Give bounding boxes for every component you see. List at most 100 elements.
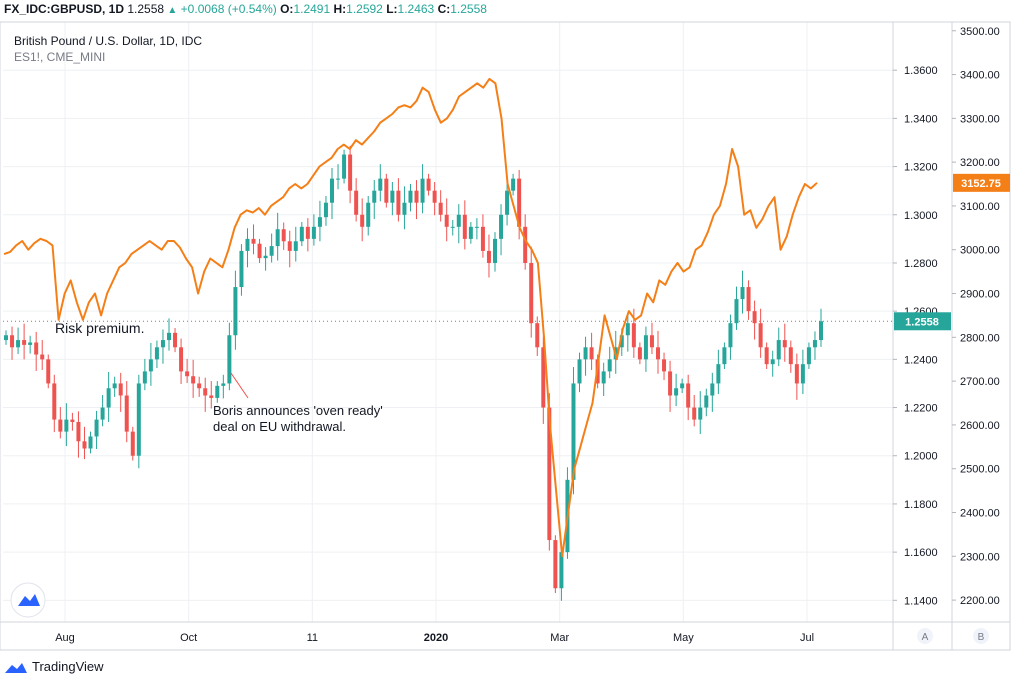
candle-body — [511, 178, 516, 191]
tradingview-brand: TradingView — [32, 659, 104, 674]
candle-body — [94, 419, 99, 437]
axis-a-tick-label: 1.1600 — [904, 547, 938, 559]
candle-body — [553, 540, 558, 589]
candle-body — [323, 202, 328, 218]
candle-body — [758, 323, 763, 348]
candle-body — [209, 395, 214, 398]
candle-body — [148, 359, 153, 372]
candle-body — [354, 190, 359, 215]
axis-b-tick-label: 3300.00 — [960, 113, 1000, 125]
annotation-boris: Boris announces 'oven ready' deal on EU … — [213, 403, 383, 435]
annotation-risk-premium: Risk premium. — [55, 320, 145, 336]
candle-body — [637, 347, 642, 360]
axis-b-tick-label: 3000.00 — [960, 245, 1000, 257]
candle-body — [782, 340, 787, 348]
candle-body — [517, 178, 522, 227]
axis-a-tick-label: 1.3400 — [904, 113, 938, 125]
candle-body — [426, 178, 431, 191]
candle-body — [674, 388, 679, 396]
axis-a-tick-label: 1.3000 — [904, 210, 938, 222]
open-label: O: — [280, 2, 294, 16]
high-value: 1.2592 — [346, 2, 383, 16]
axis-b-tick-label: 2600.00 — [960, 420, 1000, 432]
candle-body — [22, 340, 27, 345]
candle-body — [384, 178, 389, 203]
candle-body — [372, 190, 377, 203]
candle-body — [160, 340, 165, 348]
candle-body — [136, 383, 141, 456]
candle-body — [462, 214, 467, 239]
candle-body — [493, 238, 497, 263]
x-tick-label: Jul — [800, 632, 814, 644]
axis-b-tick-label: 2500.00 — [960, 464, 1000, 476]
candle-body — [263, 255, 268, 259]
candle-body — [16, 340, 21, 348]
candle-body — [800, 364, 805, 384]
candle-body — [203, 388, 208, 396]
boris-annotation-connector — [230, 372, 249, 399]
candle-body — [4, 335, 8, 341]
axis-b-tick-label: 3100.00 — [960, 201, 1000, 213]
x-tick-label: May — [673, 632, 694, 644]
candle-body — [450, 226, 455, 228]
candle-body — [191, 376, 196, 384]
candle-body — [396, 190, 401, 215]
candle-body — [438, 202, 443, 215]
axis-a-tick-label: 1.2200 — [904, 403, 938, 415]
candle-body — [722, 347, 727, 365]
candle-body — [275, 229, 280, 247]
axis-b-tick-label: 2200.00 — [960, 595, 1000, 607]
close-value: 1.2558 — [450, 2, 487, 16]
candle-body — [348, 154, 353, 191]
axis-a-tick-label: 1.3600 — [904, 65, 938, 77]
annotation-connectors — [10, 372, 249, 618]
candle-body — [776, 340, 781, 360]
candle-body — [40, 354, 45, 360]
candle-body — [505, 190, 510, 215]
candle-body — [10, 335, 15, 348]
candle-body — [257, 243, 262, 259]
cloud-icon — [18, 594, 40, 606]
candle-body — [76, 422, 81, 442]
candle-body — [233, 287, 238, 336]
candle-body — [185, 371, 190, 377]
candle-body — [239, 250, 244, 288]
candle-body — [179, 347, 184, 372]
candle-body — [547, 407, 552, 541]
es-last-badge-label: 3152.75 — [961, 178, 1001, 190]
candle-body — [311, 226, 316, 239]
candle-body — [52, 383, 57, 420]
candle-body — [710, 383, 715, 396]
scale-button-label: A — [922, 632, 929, 643]
candle-body — [142, 371, 147, 384]
candle-body — [734, 299, 739, 324]
legend-title: British Pound / U.S. Dollar, 1D, IDC — [14, 34, 203, 48]
candle-body — [812, 340, 817, 348]
high-label: H: — [333, 2, 347, 16]
candle-body — [432, 190, 437, 203]
tradingview-logo-icon — [5, 662, 27, 673]
candle-body — [299, 226, 304, 242]
candle-body — [269, 246, 274, 256]
scale-button-label: B — [978, 632, 985, 643]
tradingview-footer[interactable]: TradingView — [4, 659, 104, 674]
symbol-name[interactable]: FX_IDC:GBPUSD, 1D — [4, 2, 125, 16]
candle-body — [118, 383, 123, 396]
candle-body — [468, 226, 473, 239]
axis-b-tick-label: 3400.00 — [960, 70, 1000, 82]
candle-body — [643, 335, 648, 360]
candle-body — [100, 407, 105, 420]
candle-body — [486, 250, 491, 263]
price-change: +0.0068 (+0.54%) — [180, 2, 277, 16]
candle-body — [499, 214, 504, 239]
candle-body — [662, 359, 667, 372]
open-value: 1.2491 — [293, 2, 331, 16]
axis-a-tick-label: 1.1800 — [904, 499, 938, 511]
candle-body — [794, 364, 799, 384]
x-tick-label: 2020 — [424, 632, 448, 644]
candle-body — [215, 385, 220, 398]
candle-body — [529, 262, 534, 324]
candle-body — [46, 359, 51, 384]
x-tick-label: Mar — [550, 632, 569, 644]
